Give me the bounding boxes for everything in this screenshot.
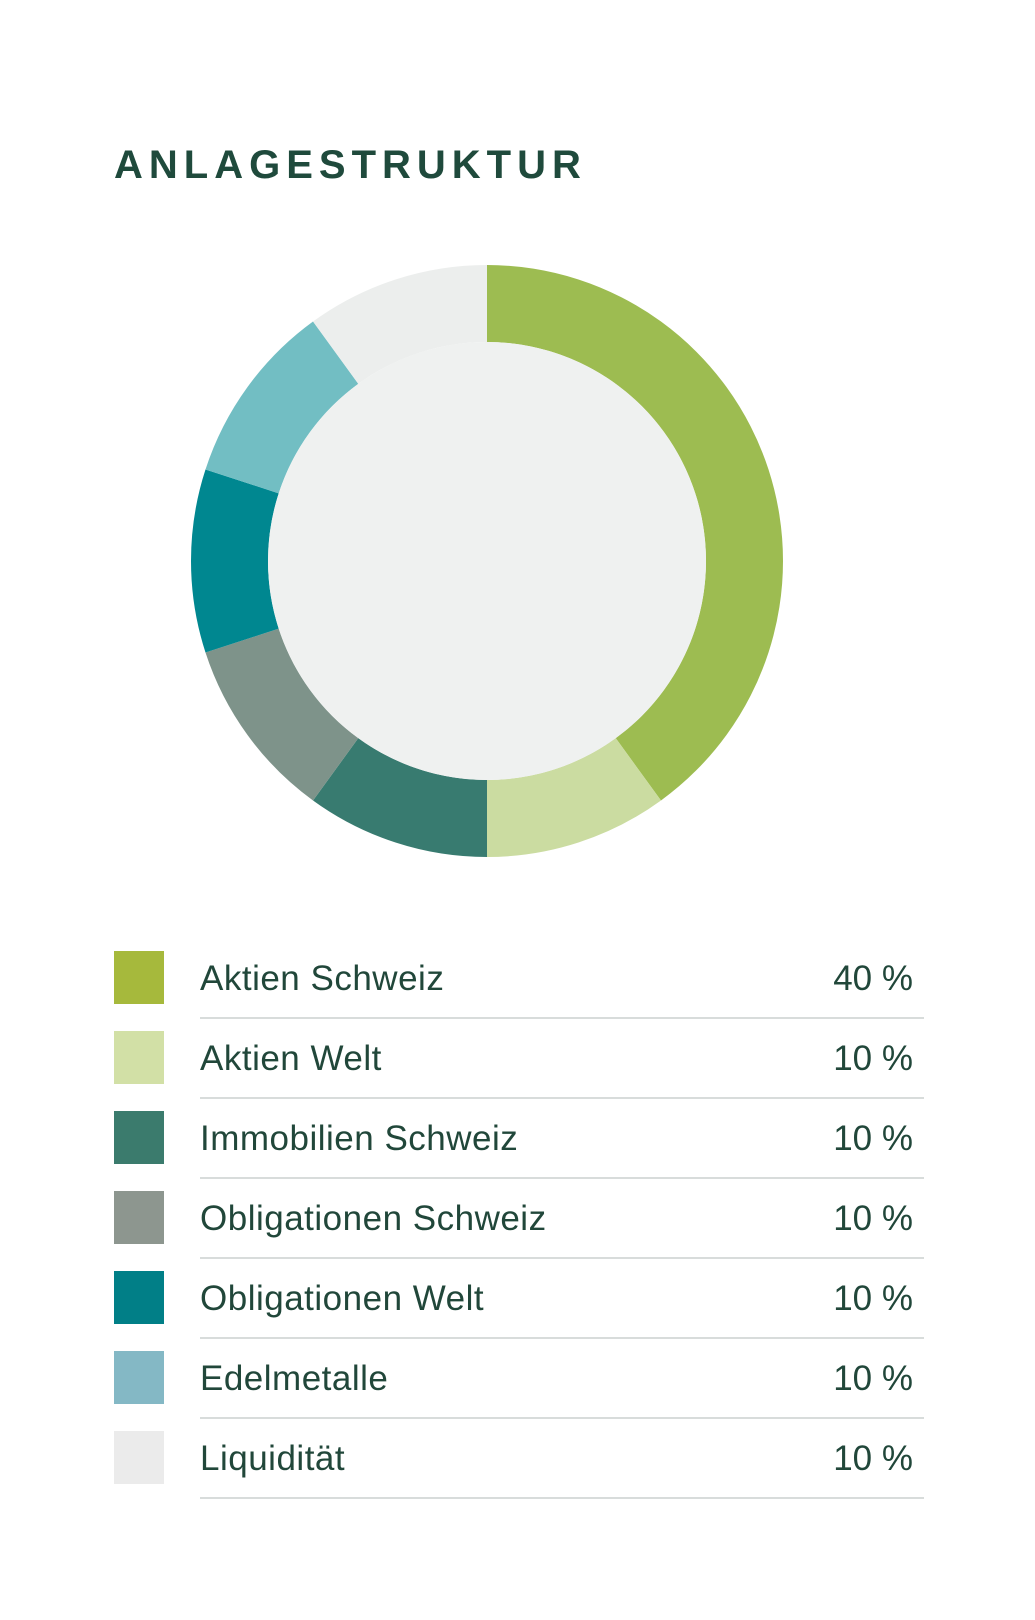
- donut-slice-4: [205, 628, 359, 801]
- legend-label: Edelmetalle: [200, 1359, 389, 1398]
- legend-value: 10 %: [833, 1279, 913, 1318]
- legend-row: Obligationen Welt 10 %: [114, 1259, 924, 1339]
- legend-swatch: [114, 1111, 164, 1164]
- legend-divider: [200, 1257, 924, 1259]
- legend-swatch: [114, 1271, 164, 1324]
- legend-value: 10 %: [833, 1119, 913, 1158]
- legend-row: Aktien Welt 10 %: [114, 1019, 924, 1099]
- legend-label: Obligationen Schweiz: [200, 1199, 547, 1238]
- legend-label: Liquidität: [200, 1439, 346, 1478]
- legend-swatch: [114, 1351, 164, 1404]
- legend-label: Aktien Schweiz: [200, 959, 445, 998]
- donut-slice-7: [313, 265, 487, 384]
- legend-divider: [200, 1097, 924, 1099]
- legend-divider: [200, 1497, 924, 1499]
- legend-value: 10 %: [833, 1439, 913, 1478]
- donut-slice-1: [487, 265, 784, 801]
- donut-slice-2: [487, 738, 661, 857]
- legend-label: Obligationen Welt: [200, 1279, 485, 1318]
- donut-slice-6: [205, 321, 359, 494]
- legend-divider: [200, 1337, 924, 1339]
- donut-slice-5: [191, 469, 279, 653]
- legend-row: Obligationen Schweiz 10 %: [114, 1179, 924, 1259]
- legend-divider: [200, 1017, 924, 1019]
- legend-label: Immobilien Schweiz: [200, 1119, 519, 1158]
- legend-row: Immobilien Schweiz 10 %: [114, 1099, 924, 1179]
- legend-row: Aktien Schweiz 40 %: [114, 939, 924, 1019]
- donut-slices: [191, 265, 784, 857]
- legend-label: Aktien Welt: [200, 1039, 382, 1078]
- legend-divider: [200, 1417, 924, 1419]
- legend-value: 40 %: [833, 959, 913, 998]
- donut-center: [268, 342, 706, 780]
- legend-divider: [200, 1177, 924, 1179]
- chart-title: ANLAGESTRUKTUR: [114, 143, 587, 187]
- legend-value: 10 %: [833, 1359, 913, 1398]
- legend-row: Edelmetalle 10 %: [114, 1339, 924, 1419]
- legend-row: Liquidität 10 %: [114, 1419, 924, 1499]
- legend-swatch: [114, 951, 164, 1004]
- legend-swatch: [114, 1031, 164, 1084]
- donut-slice-3: [313, 738, 487, 857]
- legend-swatch: [114, 1431, 164, 1484]
- legend-value: 10 %: [833, 1039, 913, 1078]
- legend: Aktien Schweiz 40 % Aktien Welt 10 % Immobil…: [114, 939, 924, 1499]
- legend-value: 10 %: [833, 1199, 913, 1238]
- donut-chart: [191, 265, 784, 857]
- legend-swatch: [114, 1191, 164, 1244]
